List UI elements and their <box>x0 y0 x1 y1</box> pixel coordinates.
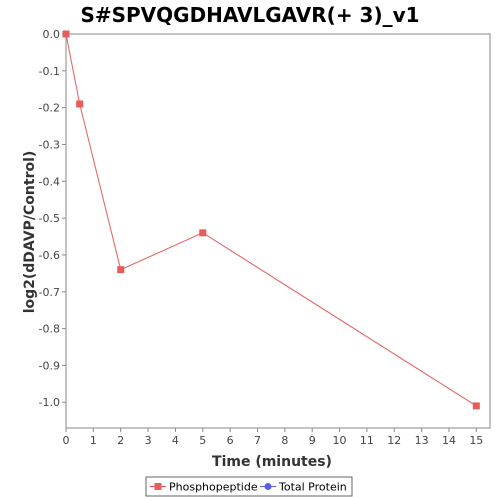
x-axis: 0 1 2 3 4 5 6 7 8 9 10 11 12 13 14 15 <box>63 428 483 447</box>
x-tick-label: 7 <box>254 434 261 447</box>
y-tick-label: 0.0 <box>43 28 61 41</box>
data-point <box>62 30 70 38</box>
x-tick-label: 2 <box>117 434 124 447</box>
legend: Phosphopeptide Total Protein <box>145 476 353 497</box>
y-tick-label: -0.2 <box>39 102 60 115</box>
y-tick-label: -0.7 <box>39 286 60 299</box>
y-tick-label: -0.4 <box>39 175 60 188</box>
y-tick-label: -0.5 <box>39 212 60 225</box>
y-tick-label: -0.6 <box>39 249 60 262</box>
x-tick-label: 9 <box>309 434 316 447</box>
series-line-0 <box>65 33 477 407</box>
chart-title: S#SPVQGDHAVLGAVR(+ 3)_v1 <box>80 3 419 27</box>
y-tick-label: -0.9 <box>39 359 60 372</box>
x-tick-label: 1 <box>90 434 97 447</box>
x-tick-label: 12 <box>387 434 401 447</box>
legend-label-total-protein: Total Protein <box>278 481 347 494</box>
x-tick-label: 14 <box>442 434 456 447</box>
y-tick-label: -0.3 <box>39 138 60 151</box>
x-tick-label: 10 <box>333 434 347 447</box>
x-tick-label: 13 <box>415 434 429 447</box>
plot-area <box>65 33 491 429</box>
y-tick-label: -1.0 <box>39 396 60 409</box>
y-tick-label: -0.1 <box>39 65 60 78</box>
legend-box <box>145 476 353 497</box>
legend-marker-phosphopeptide <box>154 483 162 490</box>
x-tick-label: 3 <box>145 434 152 447</box>
x-tick-label: 15 <box>469 434 483 447</box>
series-layer <box>62 30 480 410</box>
legend-marker-total-protein <box>264 483 272 490</box>
x-axis-title: Time (minutes) <box>212 454 332 470</box>
y-axis: 0.0 -0.1 -0.2 -0.3 -0.4 -0.5 -0.6 -0.7 -0.8 -0.9 -… <box>39 28 66 409</box>
data-point <box>199 229 207 237</box>
y-tick-label: -0.8 <box>39 323 60 336</box>
x-tick-label: 6 <box>227 434 234 447</box>
legend-label-phosphopeptide: Phosphopeptide <box>169 481 258 494</box>
x-tick-label: 11 <box>360 434 374 447</box>
x-tick-label: 4 <box>172 434 179 447</box>
data-point <box>117 266 125 274</box>
data-point <box>472 402 480 410</box>
y-axis-title: log2(dDAVP/Control) <box>22 151 38 314</box>
x-tick-label: 8 <box>281 434 288 447</box>
data-point <box>76 100 84 108</box>
x-tick-label: 5 <box>199 434 206 447</box>
x-tick-label: 0 <box>63 434 70 447</box>
